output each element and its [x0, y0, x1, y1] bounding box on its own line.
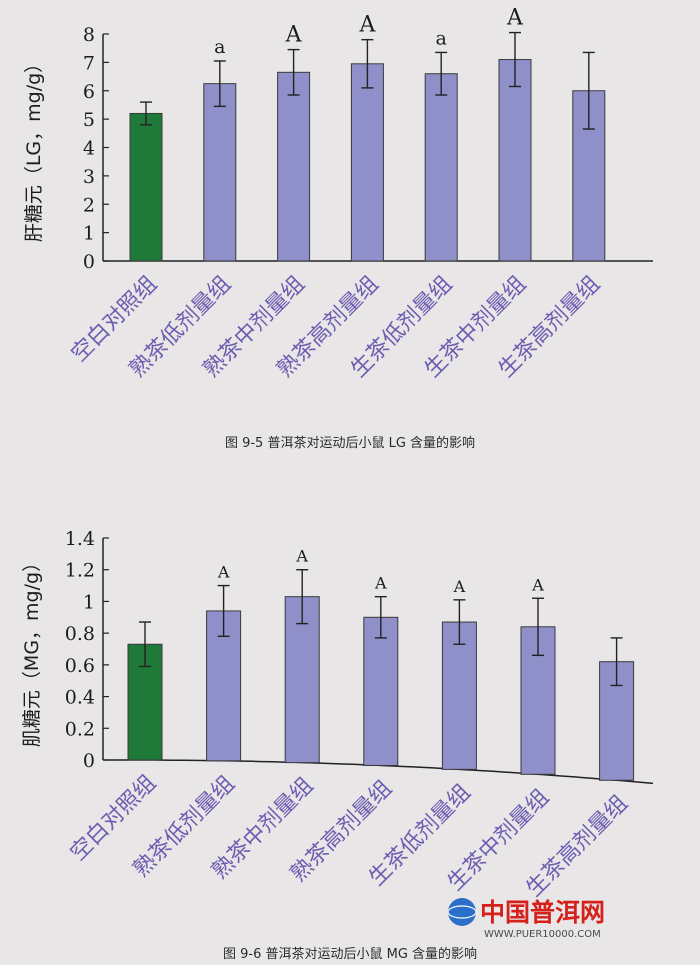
- bar: [350, 63, 384, 262]
- bar: [129, 112, 163, 262]
- y-tick-label: 0.6: [65, 655, 95, 677]
- y-axis-label: 肝糖元（LG，mg/g）: [23, 54, 45, 242]
- significance-label: A: [374, 574, 387, 593]
- y-tick-label: 1: [83, 591, 95, 613]
- y-tick-label: 3: [83, 166, 95, 188]
- y-tick-label: 0: [83, 750, 95, 772]
- globe-logo-icon: [448, 898, 476, 926]
- y-tick-label: 1.2: [65, 560, 95, 582]
- significance-label: A: [217, 563, 230, 582]
- significance-label: a: [214, 36, 225, 58]
- y-tick-label: 5: [83, 109, 95, 131]
- figure-mg-chart: 肌糖元（MG，mg/g） 图 9-6 普洱茶对运动后小鼠 MG 含量的影响 0 0…: [21, 528, 654, 962]
- y-tick-label: 4: [83, 138, 95, 160]
- y-tick-label: 8: [83, 24, 95, 46]
- figure-caption: 图 9-5 普洱茶对运动后小鼠 LG 含量的影响: [225, 435, 475, 451]
- bar: [203, 83, 237, 262]
- y-tick-label: 0.2: [65, 718, 95, 740]
- y-tick-label: 1.4: [65, 528, 95, 550]
- globe-logo-ring: [447, 905, 477, 919]
- y-tick-label: 6: [83, 81, 95, 103]
- significance-label: A: [358, 13, 376, 38]
- bar: [599, 661, 635, 781]
- y-tick-label: 7: [83, 52, 95, 74]
- watermark-logo-text: 中国普洱网: [480, 898, 605, 927]
- y-axis-label: 肌糖元（MG，mg/g）: [21, 553, 43, 747]
- significance-label: A: [285, 23, 303, 48]
- y-tick-label: 1: [83, 223, 95, 245]
- bar: [424, 73, 458, 262]
- bar: [441, 621, 477, 770]
- y-tick-label: 0: [83, 251, 95, 273]
- bar: [498, 59, 532, 262]
- significance-label: A: [506, 6, 524, 31]
- watermark-url: WWW.PUER10000.COM: [484, 929, 601, 940]
- significance-label: A: [295, 547, 308, 566]
- bar: [363, 616, 399, 766]
- significance-label: a: [436, 27, 447, 49]
- watermark: 中国普洱网 WWW.PUER10000.COM: [447, 898, 605, 940]
- figure-caption: 图 9-6 普洱茶对运动后小鼠 MG 含量的影响: [223, 946, 477, 962]
- significance-label: A: [453, 577, 466, 596]
- significance-label: A: [531, 575, 544, 594]
- bar: [277, 71, 311, 262]
- y-tick-label: 0.4: [65, 687, 95, 709]
- figure-lg-chart: 肝糖元（LG，mg/g） 图 9-5 普洱茶对运动后小鼠 LG 含量的影响 0 1…: [23, 6, 653, 451]
- y-tick-label: 2: [83, 194, 95, 216]
- y-tick-label: 0.8: [65, 623, 95, 645]
